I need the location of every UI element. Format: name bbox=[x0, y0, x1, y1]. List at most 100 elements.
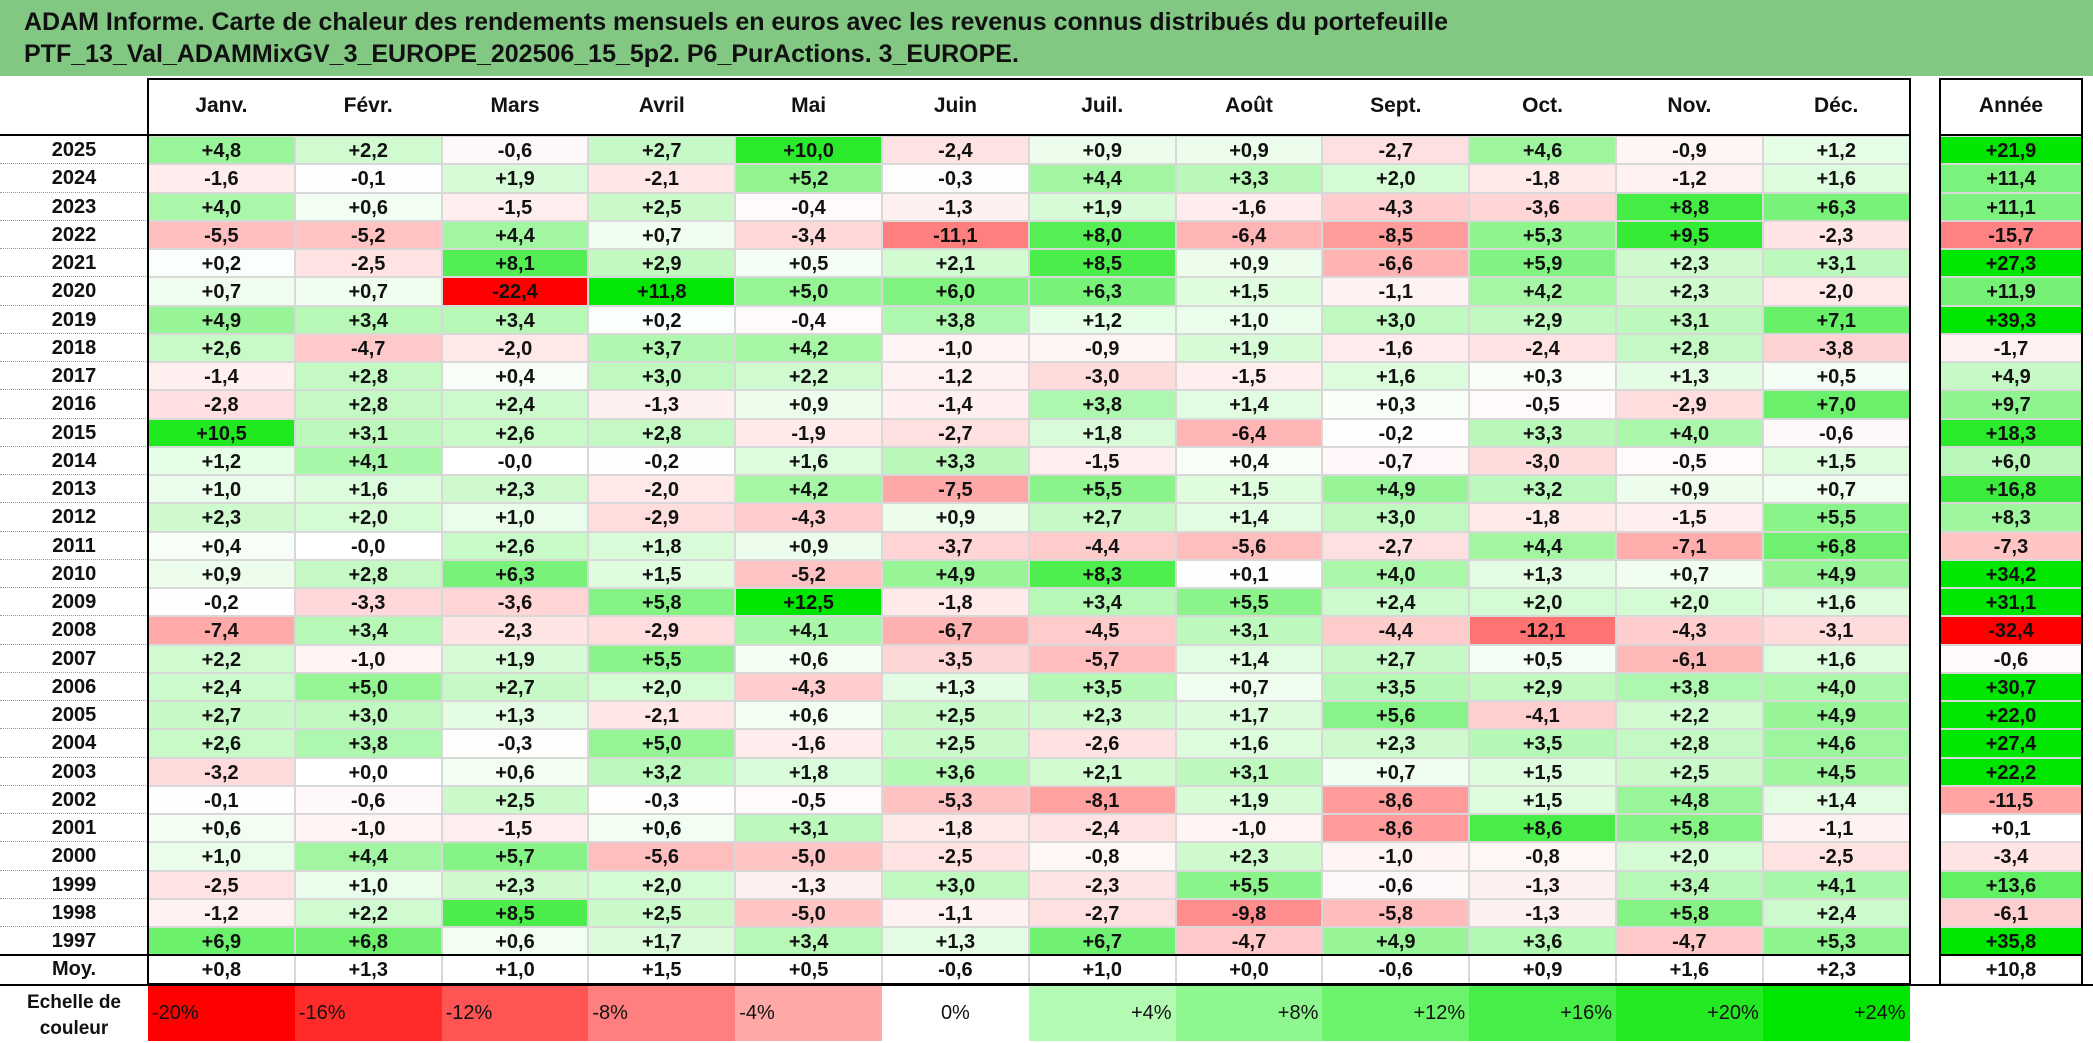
title-line-1: ADAM Informe. Carte de chaleur des rende… bbox=[24, 8, 1449, 36]
heatmap-cell: -2,0 bbox=[588, 475, 736, 504]
heatmap-cell: +0,2 bbox=[148, 249, 295, 278]
heatmap-cell: +0,4 bbox=[148, 531, 295, 560]
heatmap-cell: -0,5 bbox=[1469, 390, 1616, 419]
chart-title: ADAM Informe. Carte de chaleur des rende… bbox=[0, 0, 2093, 76]
heatmap-cell: -1,6 bbox=[1322, 333, 1470, 362]
heatmap-cell: +6,0 bbox=[882, 277, 1029, 306]
heatmap-cell: +2,7 bbox=[441, 672, 589, 701]
heatmap-cell: -2,7 bbox=[882, 418, 1029, 447]
heatmap-cell: +2,4 bbox=[148, 672, 295, 701]
month-header: Août bbox=[1175, 78, 1323, 134]
heatmap-cell: -1,0 bbox=[294, 814, 442, 843]
heatmap-cell: -0,4 bbox=[735, 192, 882, 221]
heatmap-cell: +4,2 bbox=[1469, 277, 1616, 306]
heatmap-cell: -8,5 bbox=[1322, 220, 1470, 249]
heatmap-cell: -3,7 bbox=[882, 531, 1029, 560]
heatmap-cell: +3,6 bbox=[882, 757, 1029, 786]
heatmap-cell: -1,8 bbox=[1469, 164, 1616, 193]
heatmap-cell: -2,5 bbox=[882, 842, 1029, 871]
heatmap-cell: +5,9 bbox=[1469, 249, 1616, 278]
heatmap-cell: -2,5 bbox=[294, 249, 442, 278]
heatmap-cell: +5,2 bbox=[735, 164, 882, 193]
heatmap-cell: +2,1 bbox=[882, 249, 1029, 278]
heatmap-cell: +0,9 bbox=[735, 390, 882, 419]
heatmap-cell: -0,8 bbox=[1028, 842, 1176, 871]
heatmap-cell: +4,9 bbox=[1762, 559, 1910, 588]
grid-line bbox=[0, 983, 2093, 986]
heatmap-cell: +4,4 bbox=[1469, 531, 1616, 560]
heatmap-cell: +0,9 bbox=[148, 559, 295, 588]
heatmap-cell: +3,1 bbox=[735, 814, 882, 843]
heatmap-cell: -5,2 bbox=[294, 220, 442, 249]
heatmap-cell: -4,3 bbox=[735, 672, 882, 701]
grid-line bbox=[1939, 78, 2083, 80]
year-label: 2015 bbox=[0, 418, 148, 447]
year-label: 2007 bbox=[0, 644, 148, 673]
year-label: 2000 bbox=[0, 842, 148, 871]
heatmap-cell: -0,2 bbox=[1322, 418, 1470, 447]
heatmap-cell: +8,1 bbox=[441, 249, 589, 278]
scale-swatch: +12% bbox=[1322, 985, 1470, 1041]
heatmap-cell: +5,7 bbox=[441, 842, 589, 871]
annual-cell: +35,8 bbox=[1939, 927, 2083, 956]
year-label: 2011 bbox=[0, 531, 148, 560]
heatmap-cell: +2,6 bbox=[441, 531, 589, 560]
heatmap-cell: -6,6 bbox=[1322, 249, 1470, 278]
annual-cell: +22,2 bbox=[1939, 757, 2083, 786]
grid-line bbox=[1939, 954, 2083, 957]
heatmap-cell: +7,0 bbox=[1762, 390, 1910, 419]
heatmap-cell: +4,4 bbox=[1028, 164, 1176, 193]
heatmap-cell: -0,0 bbox=[441, 446, 589, 475]
heatmap-cell: +3,0 bbox=[1322, 503, 1470, 532]
heatmap-cell: -0,6 bbox=[294, 785, 442, 814]
heatmap-cell: -2,4 bbox=[1028, 814, 1176, 843]
heatmap-cell: +4,9 bbox=[882, 559, 1029, 588]
annual-cell: +11,4 bbox=[1939, 164, 2083, 193]
heatmap-cell: +1,0 bbox=[441, 503, 589, 532]
heatmap-cell: +2,0 bbox=[1322, 164, 1470, 193]
heatmap-cell: -0,9 bbox=[1616, 136, 1763, 165]
scale-label: Echelle de couleur bbox=[0, 985, 148, 1041]
heatmap-cell: -2,5 bbox=[148, 870, 295, 899]
heatmap-cell: -0,2 bbox=[148, 588, 295, 617]
heatmap-cell: +2,3 bbox=[148, 503, 295, 532]
heatmap-cell: +1,6 bbox=[294, 475, 442, 504]
heatmap-cell: +3,4 bbox=[1616, 870, 1763, 899]
heatmap-cell: +1,3 bbox=[1616, 362, 1763, 391]
heatmap-cell: -3,3 bbox=[294, 588, 442, 617]
heatmap-cell: -0,9 bbox=[1028, 333, 1176, 362]
heatmap-cell: +6,7 bbox=[1028, 927, 1176, 956]
heatmap-cell: -6,4 bbox=[1175, 220, 1323, 249]
heatmap-cell: -0,0 bbox=[294, 531, 442, 560]
year-label: 2017 bbox=[0, 362, 148, 391]
heatmap-cell: -5,6 bbox=[1175, 531, 1323, 560]
heatmap-cell: -11,1 bbox=[882, 220, 1029, 249]
average-annual-cell: +10,8 bbox=[1939, 955, 2083, 984]
heatmap-cell: +4,2 bbox=[735, 333, 882, 362]
annual-cell: +34,2 bbox=[1939, 559, 2083, 588]
heatmap-cell: -1,5 bbox=[441, 814, 589, 843]
heatmap-cell: +2,3 bbox=[1322, 729, 1470, 758]
average-label: Moy. bbox=[0, 955, 148, 984]
heatmap-cell: +5,3 bbox=[1469, 220, 1616, 249]
heatmap-cell: +3,1 bbox=[1616, 305, 1763, 334]
average-cell: +1,6 bbox=[1616, 955, 1763, 984]
heatmap-cell: +2,7 bbox=[588, 136, 736, 165]
heatmap-cell: -3,0 bbox=[1028, 362, 1176, 391]
heatmap-cell: +2,5 bbox=[1616, 757, 1763, 786]
heatmap-cell: -2,4 bbox=[882, 136, 1029, 165]
heatmap-cell: -5,3 bbox=[882, 785, 1029, 814]
heatmap-cell: -0,5 bbox=[735, 785, 882, 814]
year-label: 2021 bbox=[0, 249, 148, 278]
heatmap-cell: +2,3 bbox=[1616, 249, 1763, 278]
heatmap-cell: +0,9 bbox=[1028, 136, 1176, 165]
heatmap-cell: +3,0 bbox=[1322, 305, 1470, 334]
annual-cell: +39,3 bbox=[1939, 305, 2083, 334]
heatmap-cell: +1,5 bbox=[1175, 277, 1323, 306]
annual-cell: -0,6 bbox=[1939, 644, 2083, 673]
heatmap-cell: +1,4 bbox=[1175, 644, 1323, 673]
month-header: Oct. bbox=[1469, 78, 1616, 134]
year-label: 1997 bbox=[0, 927, 148, 956]
heatmap-cell: +3,5 bbox=[1028, 672, 1176, 701]
scale-swatch: -8% bbox=[588, 985, 736, 1041]
